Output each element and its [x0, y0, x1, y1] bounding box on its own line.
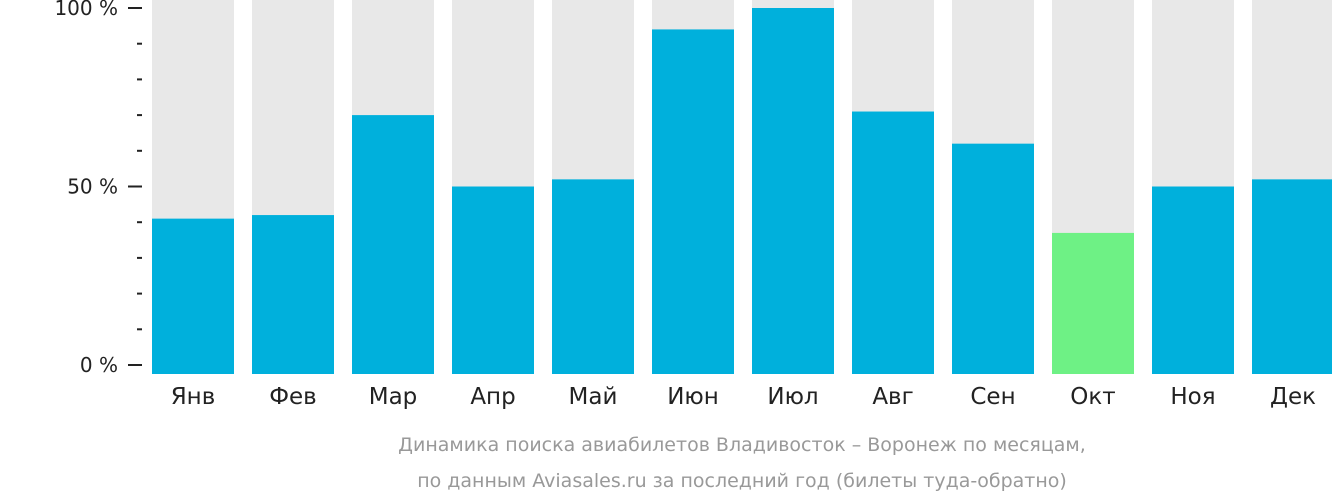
x-tick-label: Янв: [171, 384, 216, 410]
caption-line-2: по данным Aviasales.ru за последний год …: [417, 470, 1067, 492]
x-tick-label: Дек: [1270, 384, 1316, 410]
x-tick-label: Июл: [767, 384, 818, 410]
bar: [552, 179, 634, 374]
bar: [252, 215, 334, 374]
y-tick-label: 0 %: [80, 353, 118, 377]
x-tick-label: Мар: [369, 384, 418, 410]
x-tick-label: Авг: [872, 384, 913, 410]
y-tick-label: 50 %: [67, 175, 118, 199]
bar: [452, 186, 534, 374]
x-tick-label: Сен: [970, 384, 1015, 410]
bar: [752, 8, 834, 374]
x-tick-label: Май: [569, 384, 618, 410]
bars: [152, 0, 1332, 374]
bar: [152, 218, 234, 374]
x-axis-labels: Янв Фев Мар Апр Май Июн Июл Авг Сен Окт Ноя Дек: [171, 384, 1316, 410]
bar: [952, 143, 1034, 374]
bar: [1252, 179, 1332, 374]
x-tick-label: Окт: [1070, 384, 1115, 410]
bar: [852, 111, 934, 374]
caption-line-1: Динамика поиска авиабилетов Владивосток …: [398, 434, 1086, 456]
bar: [352, 115, 434, 374]
x-tick-label: Июн: [667, 384, 719, 410]
bar: [652, 29, 734, 374]
x-tick-label: Апр: [470, 384, 515, 410]
x-tick-label: Ноя: [1170, 384, 1215, 410]
bar: [1052, 232, 1134, 374]
y-axis: 0 % 50 % 100 %: [54, 0, 142, 377]
x-tick-label: Фев: [269, 384, 317, 410]
bar: [1152, 186, 1234, 374]
y-tick-label: 100 %: [54, 0, 118, 20]
